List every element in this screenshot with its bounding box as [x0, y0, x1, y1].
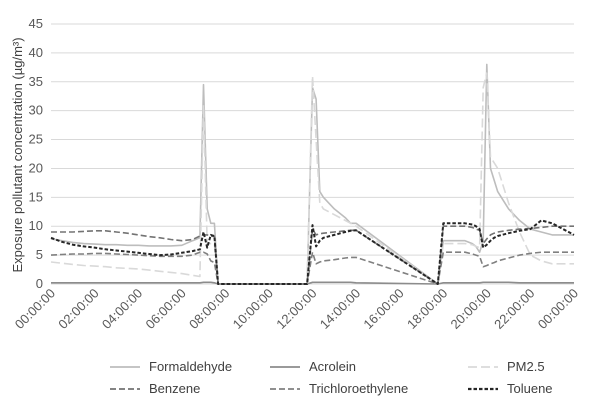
y-tick-label: 10 — [29, 218, 43, 233]
x-tick-label: 10:00:00 — [230, 286, 276, 332]
y-tick-label: 20 — [29, 160, 43, 175]
x-tick-label: 20:00:00 — [448, 286, 494, 332]
x-tick-label: 00:00:00 — [535, 286, 581, 332]
x-tick-label: 04:00:00 — [99, 286, 145, 332]
x-tick-label: 08:00:00 — [186, 286, 232, 332]
x-tick-label: 14:00:00 — [317, 286, 363, 332]
series-line-trichloroethylene — [50, 251, 574, 285]
legend-label: Trichloroethylene — [309, 381, 408, 396]
gridlines — [51, 23, 574, 285]
y-tick-label: 15 — [29, 189, 43, 204]
legend-label: Benzene — [149, 381, 200, 396]
y-tick-label: 45 — [29, 16, 43, 31]
x-tick-label: 16:00:00 — [360, 286, 406, 332]
x-tick-label: 00:00:00 — [12, 286, 58, 332]
y-axis-tick-labels: 0 5 10 15 20 25 30 35 40 45 — [29, 16, 43, 291]
series-line-formaldehyde — [50, 63, 574, 285]
y-tick-label: 30 — [29, 103, 43, 118]
x-tick-label: 22:00:00 — [491, 286, 537, 332]
y-tick-label: 35 — [29, 74, 43, 89]
legend-label: Acrolein — [309, 359, 356, 374]
x-tick-label: 12:00:00 — [273, 286, 319, 332]
y-axis-title: Exposure pollutant concentration (µg/m³) — [10, 37, 25, 272]
series-line-acrolein — [51, 281, 574, 285]
legend-label: Toluene — [507, 381, 553, 396]
y-tick-label: 40 — [29, 45, 43, 60]
legend: Formaldehyde Acrolein PM2.5 Benzene Trichlor… — [110, 359, 553, 396]
x-axis-tick-labels: 00:00:0002:00:0004:00:0006:00:0008:00:00… — [12, 286, 581, 332]
x-tick-label: 02:00:00 — [55, 286, 101, 332]
series-line-toluene — [50, 219, 575, 285]
x-tick-label: 06:00:00 — [142, 286, 188, 332]
y-tick-label: 0 — [36, 276, 43, 291]
y-tick-label: 5 — [36, 247, 43, 262]
legend-label: Formaldehyde — [149, 359, 232, 374]
series-line-benzene — [51, 225, 574, 285]
series-line-pm2-5 — [50, 72, 574, 285]
legend-label: PM2.5 — [507, 359, 545, 374]
y-tick-label: 25 — [29, 132, 43, 147]
series-lines — [50, 63, 575, 285]
x-tick-label: 18:00:00 — [404, 286, 450, 332]
